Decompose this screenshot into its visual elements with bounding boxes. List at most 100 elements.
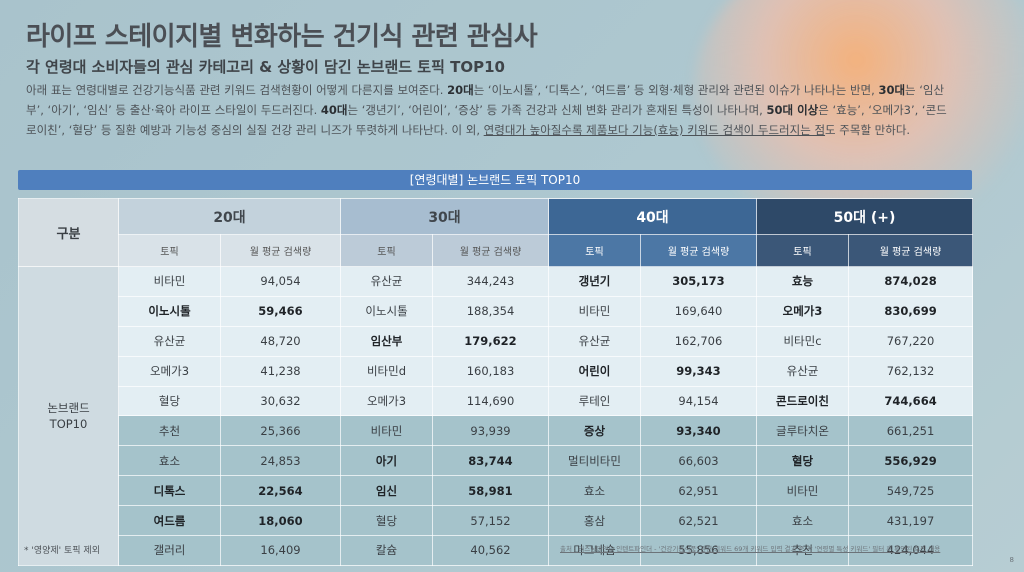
volume-cell: 48,720 [220,325,341,357]
volume-cell: 41,238 [220,355,341,387]
subheader-volume: 월 평균 검색량 [220,234,341,267]
topic-cell: 오메가3 [118,355,221,387]
volume-cell: 767,220 [847,325,974,357]
volume-cell: 424,044 [847,535,974,566]
topic-cell: 유산균 [340,266,433,297]
volume-cell: 25,366 [220,415,341,447]
desc-text: 는 ‘임산부’, ‘아기’, ‘임신’ 등 출산·육아 라이프 스타일이 두드러… [26,83,945,117]
page-title: 라이프 스테이지별 변화하는 건기식 관련 관심사 [26,22,538,52]
volume-cell: 30,632 [220,385,341,417]
topic-table: 구분 20대 30대 40대 50대 (+) 토픽 월 평균 검색량 토픽 월 … [18,198,974,566]
topic-cell: 추천 [756,535,849,566]
topic-cell: 임산부 [340,325,433,357]
topic-cell: 이노시톨 [118,295,221,327]
group-header-40s: 40대 [548,198,757,235]
topic-cell: 아기 [340,445,433,477]
table-row: 오메가3 41,238 비타민d 160,183 어린이 99,343 유산균 762,132 [19,355,974,387]
subheader-volume: 월 평균 검색량 [847,234,974,267]
volume-cell: 59,466 [220,295,341,327]
topic-cell: 멀티비타민 [548,445,641,477]
volume-cell: 549,725 [847,475,974,507]
volume-cell: 431,197 [847,505,974,537]
table-row: 효소 24,853 아기 83,744 멀티비타민 66,603 혈당 556,929 [19,445,974,477]
topic-cell: 혈당 [756,445,849,477]
volume-cell: 57,152 [432,505,549,537]
volume-cell: 18,060 [220,505,341,537]
volume-cell: 179,622 [432,325,549,357]
table-row: 추천 25,366 비타민 93,939 증상 93,340 글루타치온 661,251 [19,415,974,447]
topic-cell: 여드름 [118,505,221,537]
volume-cell: 58,981 [432,475,549,507]
topic-cell: 효능 [756,266,849,297]
topic-cell: 증상 [548,415,641,447]
volume-cell: 40,562 [432,535,549,566]
topic-cell: 비타민c [756,325,849,357]
topic-cell: 마그네슘 [548,535,641,566]
volume-cell: 344,243 [432,266,549,297]
volume-cell: 55,856 [640,535,757,566]
volume-cell: 661,251 [847,415,974,447]
topic-cell: 유산균 [118,325,221,357]
subheader-topic: 토픽 [340,234,433,267]
volume-cell: 24,853 [220,445,341,477]
table-row: 유산균 48,720 임산부 179,622 유산균 162,706 비타민c 767,220 [19,325,974,357]
topic-cell: 효소 [118,445,221,477]
table-row: 갤러리 16,409 칼슘 40,562 마그네슘 55,856 추천 424,044 [19,535,974,566]
topic-cell: 비타민 [548,295,641,327]
table-title-banner: [연령대별] 논브랜드 토픽 TOP10 [18,170,972,190]
topic-cell: 추천 [118,415,221,447]
topic-cell: 비타민d [340,355,433,387]
volume-cell: 22,564 [220,475,341,507]
volume-cell: 744,664 [847,385,974,417]
topic-cell: 홍삼 [548,505,641,537]
description-paragraph: 아래 표는 연령대별로 건강기능식품 관련 키워드 검색현황이 어떻게 다른지를… [26,80,956,140]
page-number: 8 [1009,556,1014,564]
volume-cell: 305,173 [640,266,757,297]
footnote: * '영양제' 토픽 제외 [24,546,100,556]
volume-cell: 66,603 [640,445,757,477]
volume-cell: 83,744 [432,445,549,477]
volume-cell: 114,690 [432,385,549,417]
topic-cell: 효소 [548,475,641,507]
volume-cell: 556,929 [847,445,974,477]
topic-cell: 혈당 [340,505,433,537]
topic-cell: 비타민 [756,475,849,507]
topic-cell: 효소 [756,505,849,537]
topic-cell: 임신 [340,475,433,507]
subheader-topic: 토픽 [548,234,641,267]
topic-cell: 유산균 [548,325,641,357]
page-subtitle: 각 연령대 소비자들의 관심 카테고리 & 상황이 담긴 논브랜드 토픽 TOP… [26,58,505,76]
group-header-20s: 20대 [118,198,341,235]
volume-cell: 160,183 [432,355,549,387]
volume-cell: 16,409 [220,535,341,566]
table-row: 여드름 18,060 혈당 57,152 홍삼 62,521 효소 431,197 [19,505,974,537]
topic-cell: 디톡스 [118,475,221,507]
subheader-topic: 토픽 [118,234,221,267]
topic-cell: 갤러리 [118,535,221,566]
volume-cell: 162,706 [640,325,757,357]
volume-cell: 94,154 [640,385,757,417]
topic-cell: 루테인 [548,385,641,417]
topic-cell: 오메가3 [756,295,849,327]
volume-cell: 830,699 [847,295,974,327]
desc-text: 도 주목할 만하다. [825,123,911,137]
volume-cell: 99,343 [640,355,757,387]
group-header-30s: 30대 [340,198,549,235]
topic-cell: 오메가3 [340,385,433,417]
desc-text: 는 ‘이노시톨’, ‘디톡스’, ‘여드름’ 등 외형·체형 관리와 관련된 이… [473,83,879,97]
volume-cell: 188,354 [432,295,549,327]
volume-cell: 62,521 [640,505,757,537]
topic-cell: 비타민 [340,415,433,447]
volume-cell: 762,132 [847,355,974,387]
volume-cell: 94,054 [220,266,341,297]
desc-text: 는 ‘갱년기’, ‘어린이’, ‘증상’ 등 가족 건강과 신체 변화 관리가 … [347,103,767,117]
topic-cell: 유산균 [756,355,849,387]
topic-cell: 갱년기 [548,266,641,297]
topic-cell: 비타민 [118,266,221,297]
desc-underlined-text: 연령대가 높아질수록 제품보다 기능(효능) 키워드 검색이 두드러지는 점 [483,123,826,137]
desc-emphasis-40s: 40대 [320,103,348,117]
topic-cell: 어린이 [548,355,641,387]
topic-cell: 글루타치온 [756,415,849,447]
table-row: 논브랜드 TOP10 비타민 94,054 유산균 344,243 갱년기 305,173 효능… [18,266,974,566]
volume-cell: 169,640 [640,295,757,327]
